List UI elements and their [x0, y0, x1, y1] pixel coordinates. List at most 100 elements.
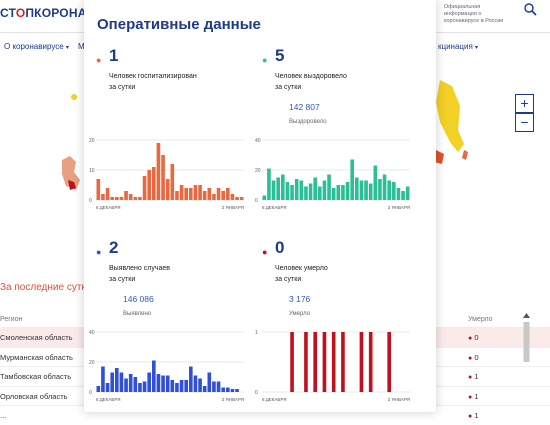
chart-bar[interactable] [382, 174, 387, 201]
chart-bar[interactable] [207, 372, 212, 393]
chart-bar[interactable] [341, 185, 345, 200]
chart-bar[interactable] [221, 387, 225, 393]
chart-bar[interactable] [271, 180, 276, 201]
chart-bar[interactable] [119, 372, 124, 393]
chart-bar[interactable] [175, 383, 179, 392]
chart-bar[interactable] [207, 188, 212, 200]
chart-bar[interactable] [216, 381, 221, 393]
chart-bar[interactable] [401, 191, 405, 200]
chart-bar[interactable] [216, 188, 221, 200]
scroll-thumb[interactable] [523, 322, 530, 362]
chart-bar[interactable] [226, 188, 230, 200]
chart-bar[interactable] [331, 188, 336, 200]
chart-bar[interactable] [105, 383, 110, 392]
chart-bar[interactable] [165, 179, 170, 200]
chart-bar[interactable] [124, 191, 128, 200]
chart-bar[interactable] [110, 197, 114, 200]
zoom-out-button[interactable]: − [515, 113, 534, 132]
chart-bar[interactable] [359, 180, 364, 201]
chart-bar[interactable] [189, 366, 193, 393]
chart-bar[interactable] [355, 177, 359, 201]
chart-bar[interactable] [179, 185, 184, 200]
chart-bar[interactable] [373, 165, 378, 201]
chart-bar[interactable] [138, 197, 142, 200]
chart-bar[interactable] [179, 380, 184, 392]
nav-vaccination[interactable]: кцинация ▾ [438, 42, 478, 51]
chart-bar[interactable] [313, 177, 317, 201]
chart-bar[interactable] [341, 332, 345, 392]
chart-bar[interactable] [313, 332, 317, 392]
chart-bar[interactable] [290, 332, 294, 392]
chart-bar[interactable] [152, 167, 156, 200]
chart-bar[interactable] [350, 159, 354, 201]
chart-bar[interactable] [202, 386, 207, 392]
chart-bar[interactable] [110, 372, 114, 393]
chart-bar[interactable] [156, 374, 161, 392]
chart-bar[interactable] [115, 368, 119, 392]
chart-bar[interactable] [226, 387, 230, 393]
chart-bar[interactable] [175, 191, 179, 200]
chart-bar[interactable] [138, 383, 142, 392]
chart-bar[interactable] [387, 332, 391, 392]
chart-bar[interactable] [230, 389, 235, 392]
chart-bar[interactable] [235, 389, 239, 392]
chart-bar[interactable] [193, 375, 198, 393]
chart-bar[interactable] [142, 381, 147, 393]
chart-bar[interactable] [212, 381, 216, 393]
chart-bar[interactable] [378, 179, 382, 200]
chart-bar[interactable] [101, 194, 105, 200]
chart-bar[interactable] [336, 185, 341, 200]
chart-bar[interactable] [364, 180, 368, 201]
zoom-in-button[interactable]: + [515, 94, 534, 113]
chart-bar[interactable] [322, 332, 327, 392]
chart-bar[interactable] [96, 386, 101, 392]
chart-bar[interactable] [105, 188, 110, 200]
chart-bar[interactable] [281, 174, 285, 201]
chart-bar[interactable] [184, 188, 188, 200]
chart-bar[interactable] [368, 332, 373, 392]
chart-bar[interactable] [147, 372, 151, 393]
chart-bar[interactable] [142, 176, 147, 200]
chart-bar[interactable] [267, 168, 271, 201]
search-icon[interactable] [523, 2, 537, 16]
chart-bar[interactable] [147, 170, 151, 200]
chart-bar[interactable] [212, 194, 216, 200]
chart-bar[interactable] [161, 155, 165, 200]
chart-bar[interactable] [198, 378, 202, 393]
chart-bar[interactable] [262, 195, 267, 201]
chart-bar[interactable] [128, 374, 133, 392]
chart-bar[interactable] [285, 182, 290, 200]
chart-bar[interactable] [392, 182, 396, 200]
chart-bar[interactable] [133, 197, 138, 200]
chart-bar[interactable] [368, 183, 373, 201]
chart-bar[interactable] [239, 197, 244, 200]
chart-bar[interactable] [198, 185, 202, 200]
chart-bar[interactable] [405, 186, 410, 201]
chart-bar[interactable] [387, 180, 391, 201]
chart-bar[interactable] [331, 332, 336, 392]
chart-bar[interactable] [193, 185, 198, 200]
chart-bar[interactable] [322, 180, 327, 201]
chart-bar[interactable] [359, 332, 364, 392]
nav-about[interactable]: О коронавирусе ▾ [4, 42, 69, 51]
chart-bar[interactable] [318, 186, 322, 201]
chart-bar[interactable] [235, 197, 239, 200]
chart-bar[interactable] [290, 185, 294, 200]
scroll-up-icon[interactable] [523, 313, 530, 318]
chart-bar[interactable] [304, 186, 308, 201]
chart-bar[interactable] [156, 143, 161, 200]
col-region-header[interactable]: Регион [0, 316, 23, 323]
chart-bar[interactable] [115, 197, 119, 200]
chart-bar[interactable] [128, 194, 133, 200]
chart-bar[interactable] [170, 164, 175, 200]
chart-bar[interactable] [327, 174, 331, 201]
nav-partial[interactable]: М [78, 42, 85, 51]
chart-bar[interactable] [304, 332, 308, 392]
chart-bar[interactable] [165, 375, 170, 393]
table-scrollbar[interactable] [522, 312, 531, 412]
chart-bar[interactable] [124, 378, 128, 393]
chart-bar[interactable] [308, 183, 313, 201]
chart-bar[interactable] [230, 194, 235, 200]
chart-bar[interactable] [170, 380, 175, 392]
chart-bar[interactable] [299, 180, 304, 201]
